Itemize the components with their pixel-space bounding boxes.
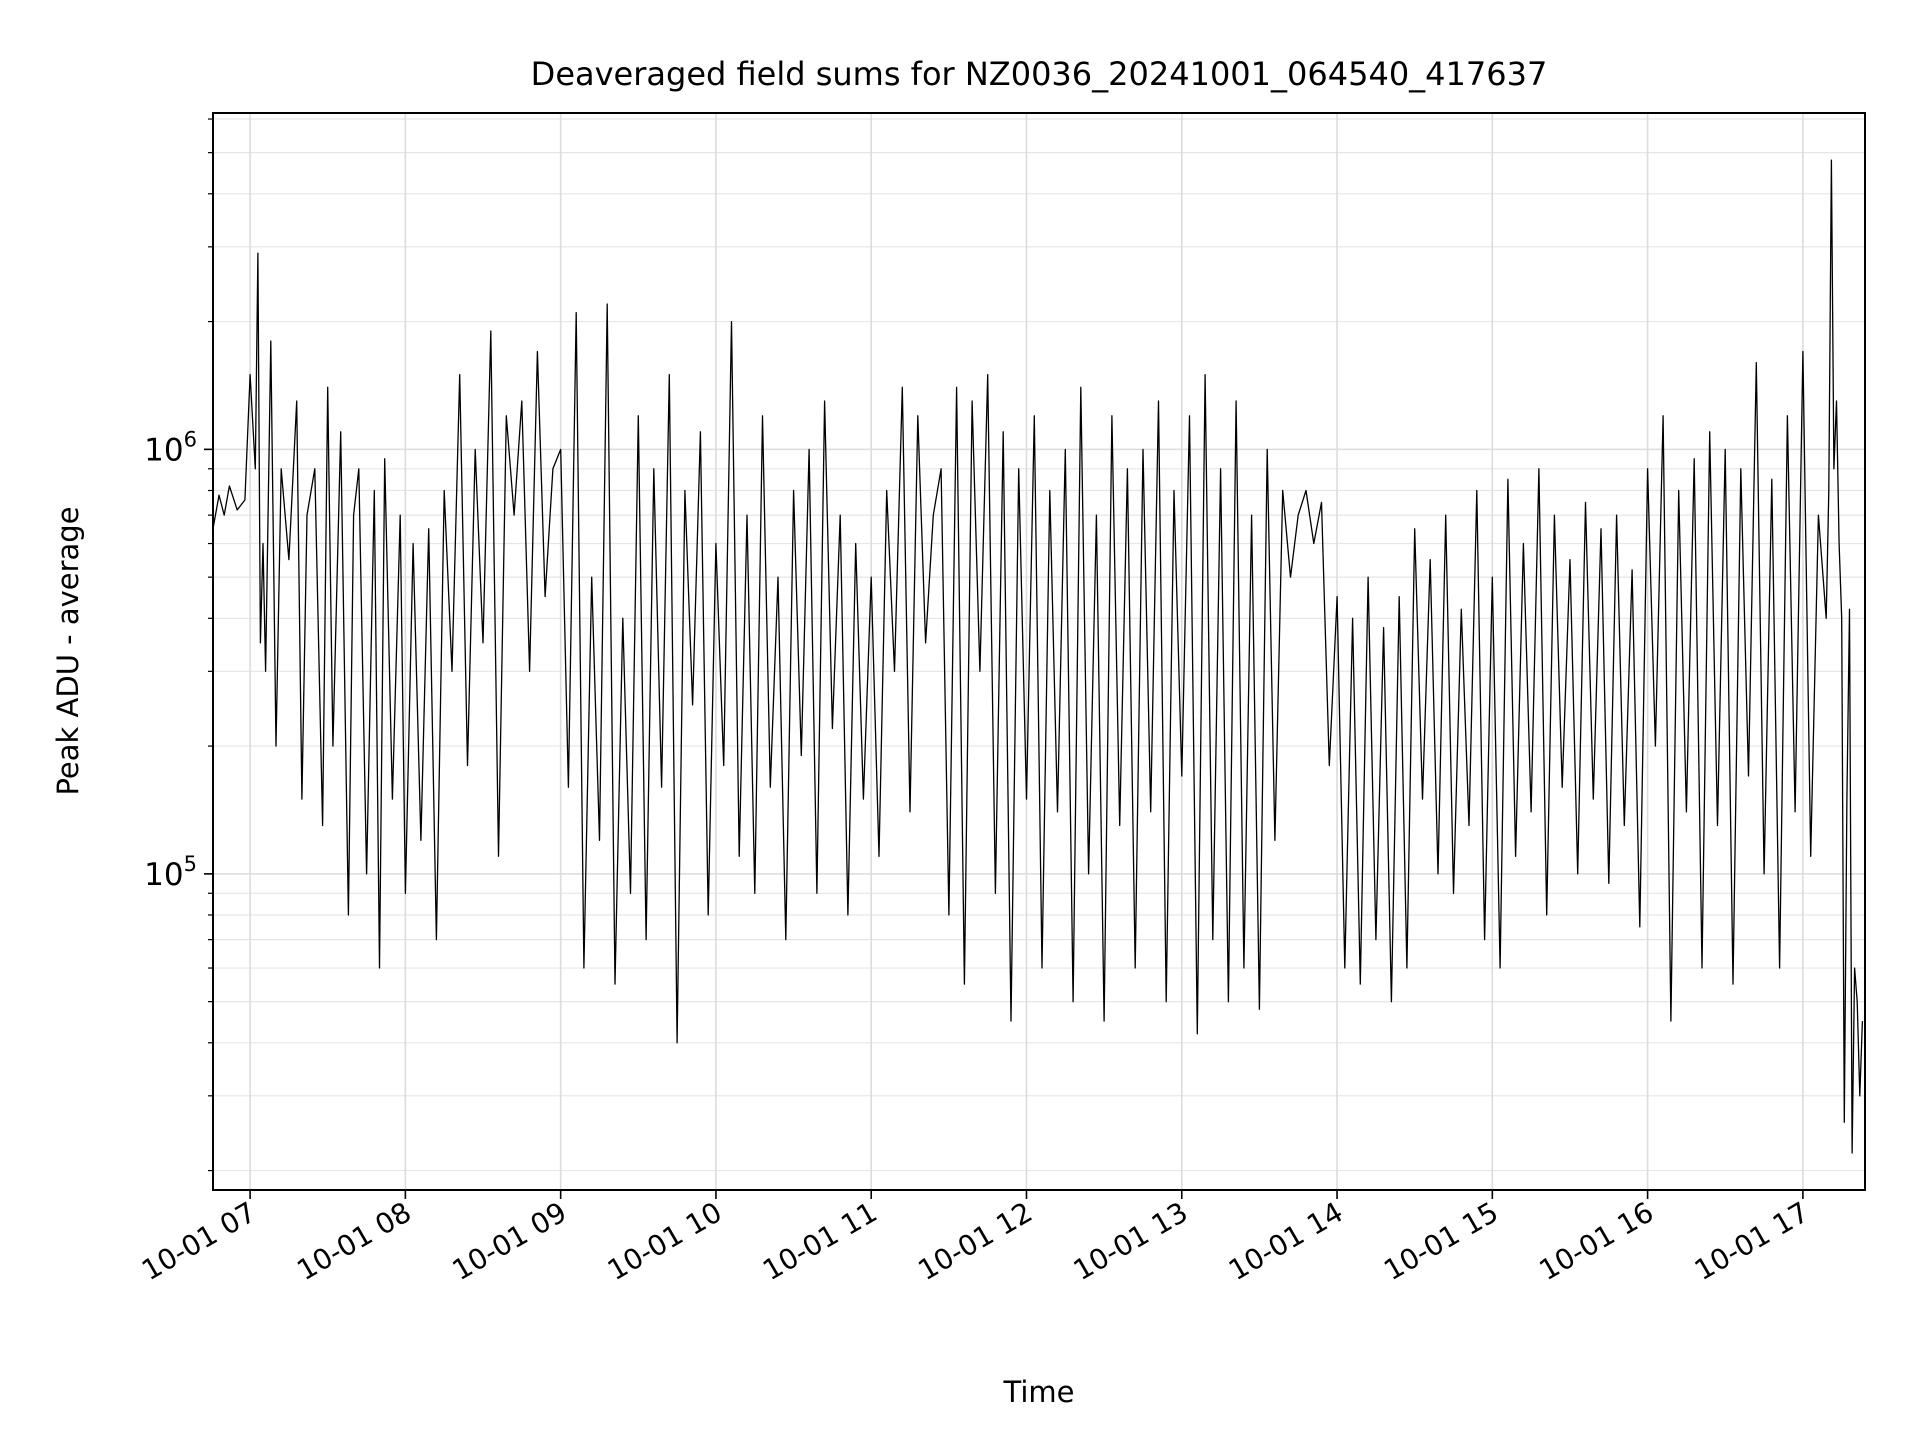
- x-tick-label: 10-01 08: [291, 1195, 417, 1287]
- x-tick-label: 10-01 09: [447, 1195, 573, 1287]
- plot-frame: [212, 112, 1866, 1191]
- series-line: [212, 159, 1864, 1154]
- y-axis: 105 106: [144, 118, 213, 1172]
- x-tick-label: 10-01 12: [912, 1195, 1038, 1287]
- y-tick-label: 106: [144, 427, 197, 468]
- x-axis-label: Time: [1003, 1375, 1075, 1409]
- y-axis-label: Peak ADU - average: [51, 506, 85, 795]
- grid: [213, 113, 1865, 1190]
- x-tick-label: 10-01 15: [1378, 1195, 1504, 1287]
- x-axis: 10-01 07 10-01 08 10-01 09 10-01 10 10-01 11…: [136, 1190, 1814, 1287]
- chart-title: Deaveraged field sums for NZ0036_2024100…: [531, 55, 1548, 93]
- x-tick-label: 10-01 17: [1689, 1195, 1815, 1287]
- x-tick-label: 10-01 16: [1534, 1195, 1660, 1287]
- x-tick-label: 10-01 07: [136, 1195, 262, 1287]
- x-tick-label: 10-01 10: [602, 1195, 728, 1287]
- x-tick-label: 10-01 13: [1068, 1195, 1194, 1287]
- y-tick-label: 105: [144, 852, 197, 893]
- x-tick-label: 10-01 14: [1223, 1195, 1349, 1287]
- x-tick-label: 10-01 11: [757, 1195, 883, 1287]
